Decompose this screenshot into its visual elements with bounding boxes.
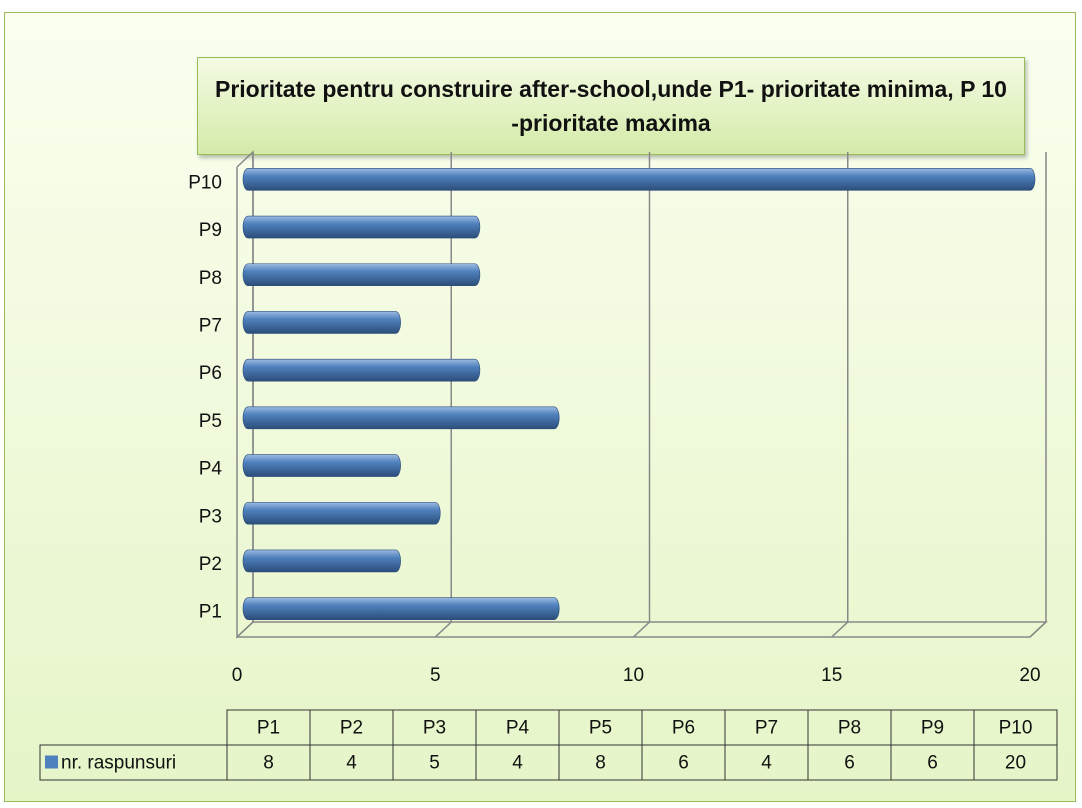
- bar: [242, 311, 401, 334]
- x-tick-label: 20: [1019, 665, 1040, 686]
- table-header: P2: [340, 718, 363, 739]
- table-header: P10: [999, 718, 1033, 739]
- x-tick-label: 10: [623, 665, 644, 686]
- table-value: 6: [927, 753, 938, 774]
- table-header: P3: [423, 718, 446, 739]
- y-tick-label: P10: [188, 172, 222, 193]
- y-tick-label: P1: [199, 602, 222, 623]
- table-value: 20: [1005, 753, 1026, 774]
- bar: [242, 549, 401, 573]
- y-tick-label: P9: [199, 220, 222, 241]
- y-tick-label: P8: [199, 268, 222, 289]
- x-tick-label: 5: [430, 665, 441, 686]
- bar: [242, 168, 1036, 191]
- table-value: 6: [844, 753, 855, 774]
- y-tick-label: P4: [199, 459, 223, 480]
- y-tick-label: P5: [199, 411, 222, 432]
- x-tick-label: 0: [232, 665, 243, 686]
- table-value: 5: [429, 753, 440, 774]
- table-header: P1: [257, 718, 280, 739]
- bar: [242, 406, 560, 430]
- data-table-row: [39, 744, 1058, 781]
- table-header: P7: [755, 718, 778, 739]
- table-value: 4: [512, 753, 523, 774]
- bar: [242, 454, 401, 477]
- table-header: P9: [921, 718, 944, 739]
- bar: [242, 263, 481, 287]
- grid-line: [1029, 152, 1047, 638]
- chart-title: Prioritate pentru construire after-schoo…: [197, 57, 1025, 155]
- table-header: P4: [506, 718, 530, 739]
- y-tick-label: P2: [199, 554, 222, 575]
- grid-line: [434, 152, 452, 638]
- table-header: P6: [672, 718, 695, 739]
- bar: [242, 358, 481, 382]
- legend-label: nr. raspunsuri: [61, 753, 176, 774]
- grid-line: [632, 152, 651, 638]
- table-value: 4: [346, 753, 357, 774]
- table-value: 6: [678, 753, 689, 774]
- grid-line: [236, 152, 254, 638]
- table-value: 4: [761, 753, 772, 774]
- grid-line: [831, 152, 849, 638]
- legend-key: [45, 755, 58, 769]
- y-tick-label: P3: [199, 506, 222, 527]
- bar: [242, 215, 481, 239]
- y-tick-label: P7: [199, 315, 222, 336]
- bar: [242, 597, 560, 620]
- table-header: P5: [589, 718, 612, 739]
- table-header: P8: [838, 718, 861, 739]
- y-tick-label: P6: [199, 363, 222, 384]
- table-value: 8: [595, 753, 606, 774]
- table-value: 8: [263, 753, 274, 774]
- bar: [242, 501, 441, 525]
- x-tick-label: 15: [821, 665, 842, 686]
